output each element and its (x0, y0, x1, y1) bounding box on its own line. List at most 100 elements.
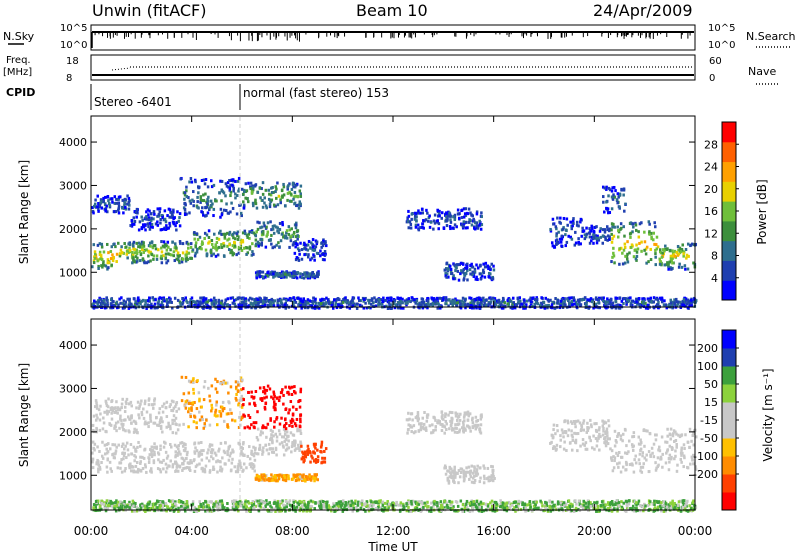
power-cell (416, 211, 420, 215)
power-cell (574, 230, 577, 234)
velocity-cell (449, 472, 453, 476)
power-cell (195, 250, 199, 254)
velocity-cell (475, 474, 478, 478)
power-cell (178, 212, 182, 216)
power-cell (577, 224, 580, 228)
velocity-cell (576, 432, 580, 436)
power-cell (292, 185, 295, 189)
velocity-cell (202, 398, 206, 402)
power-cell (663, 263, 666, 267)
power-cell (275, 187, 278, 191)
velocity-cell (141, 455, 144, 459)
power-cell (264, 204, 268, 208)
power-cell (410, 217, 413, 221)
velocity-cell (444, 419, 447, 423)
power-cell (265, 274, 269, 278)
power-cell (560, 237, 564, 241)
velocity-cell (473, 478, 477, 482)
power-cell (353, 304, 357, 308)
power-cell (248, 245, 252, 249)
velocity-cell (621, 465, 625, 469)
power-cell (164, 256, 168, 260)
power-cell (140, 215, 143, 219)
velocity-cell (116, 466, 120, 470)
power-cell (196, 200, 199, 204)
velocity-cell (474, 415, 478, 419)
power-cell (324, 301, 328, 305)
power-cell (503, 301, 506, 305)
velocity-cell (470, 480, 474, 484)
velocity-cell (201, 469, 205, 473)
velocity-cell (453, 481, 456, 485)
power-cell (261, 192, 265, 196)
power-cell (611, 237, 614, 241)
power-cell (644, 252, 648, 256)
power-cell (607, 186, 611, 190)
power-cell (133, 247, 136, 251)
power-cell (352, 296, 356, 300)
velocity-cell (266, 384, 270, 388)
power-cell (466, 302, 470, 306)
velocity-cell (216, 470, 219, 474)
velocity-cell (464, 474, 468, 478)
velocity-cell (203, 468, 207, 472)
power-cell (574, 241, 578, 245)
power-cell (448, 298, 451, 302)
velocity-cell (120, 457, 123, 461)
velocity-cell (609, 447, 612, 451)
power-cell (630, 303, 633, 307)
power-cell (604, 300, 608, 304)
power-cell (617, 229, 620, 233)
power-cell (636, 302, 639, 306)
power-cell (129, 224, 132, 228)
power-cell (677, 248, 680, 252)
velocity-cell (129, 462, 132, 466)
power-cell (455, 225, 458, 229)
power-cell (123, 197, 127, 201)
power-cell (606, 297, 609, 301)
velocity-cell (282, 402, 285, 406)
power-cell (314, 297, 317, 301)
power-cell (350, 299, 354, 303)
power-cell (479, 263, 482, 267)
power-cell (368, 298, 371, 302)
power-cell (191, 248, 195, 252)
power-cell (212, 183, 216, 187)
velocity-cell (116, 408, 119, 412)
power-cell (229, 210, 232, 214)
power-cell (478, 219, 481, 223)
velocity-cell (426, 413, 429, 417)
velocity-cell (314, 446, 317, 450)
power-cell (107, 199, 110, 203)
power-cell (420, 207, 424, 211)
velocity-cell (174, 455, 177, 459)
velocity-cell (619, 470, 623, 474)
power-cell (436, 220, 439, 224)
power-cell (202, 178, 206, 182)
freq-unit-label: [MHz] (3, 67, 32, 78)
velocity-cell (253, 451, 257, 455)
power-cell (309, 258, 312, 262)
velocity-cell (486, 466, 490, 470)
velocity-cell (294, 424, 298, 428)
power-colorbar-tick-label: 28 (704, 138, 718, 151)
power-cell (141, 245, 144, 249)
power-cell (158, 210, 161, 214)
power-cell (123, 242, 126, 246)
power-cell (334, 301, 338, 305)
power-cell (479, 298, 483, 302)
velocity-cell (264, 443, 267, 447)
velocity-cell (585, 430, 589, 434)
power-cell (624, 254, 627, 258)
velocity-cell (551, 436, 555, 440)
velocity-cell (287, 392, 291, 396)
power-cell (196, 238, 200, 242)
velocity-cell (130, 464, 134, 468)
power-cell (622, 193, 625, 197)
power-cell (396, 301, 400, 305)
power-cell (608, 229, 611, 233)
power-cell (128, 246, 131, 250)
power-cell (454, 269, 457, 273)
velocity-cell (101, 456, 105, 460)
power-cell (488, 275, 491, 279)
